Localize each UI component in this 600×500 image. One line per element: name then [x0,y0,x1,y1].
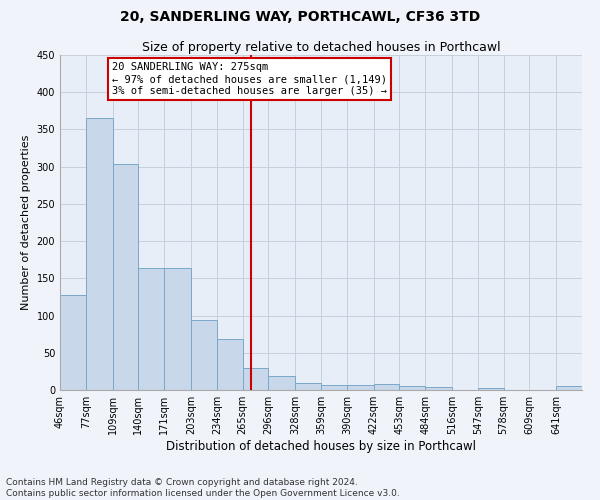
Bar [347,385,374,390]
Text: 20, SANDERLING WAY, PORTHCAWL, CF36 3TD: 20, SANDERLING WAY, PORTHCAWL, CF36 3TD [120,10,480,24]
X-axis label: Distribution of detached houses by size in Porthcawl: Distribution of detached houses by size … [166,440,476,453]
Bar [321,385,347,390]
Bar [242,368,268,390]
Bar [400,386,425,390]
Bar [60,294,86,390]
Text: Contains HM Land Registry data © Crown copyright and database right 2024.
Contai: Contains HM Land Registry data © Crown c… [6,478,400,498]
Bar [113,164,139,390]
Bar [268,376,295,390]
Bar [86,118,113,390]
Bar [139,268,164,390]
Bar [295,382,321,390]
Bar [478,388,503,390]
Bar [425,387,452,390]
Bar [374,384,400,390]
Bar [191,320,217,390]
Bar [164,268,191,390]
Text: 20 SANDERLING WAY: 275sqm
← 97% of detached houses are smaller (1,149)
3% of sem: 20 SANDERLING WAY: 275sqm ← 97% of detac… [112,62,386,96]
Title: Size of property relative to detached houses in Porthcawl: Size of property relative to detached ho… [142,41,500,54]
Bar [556,386,582,390]
Bar [217,340,242,390]
Y-axis label: Number of detached properties: Number of detached properties [21,135,31,310]
